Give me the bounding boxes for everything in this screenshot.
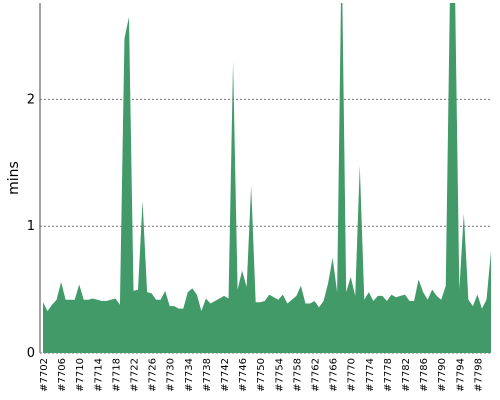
x-tick-label: #7750 [256, 358, 267, 392]
x-tick-label: #7790 [437, 358, 448, 392]
x-tick-label: #7778 [383, 358, 394, 392]
x-tick-label: #7762 [311, 358, 322, 392]
x-tick-label: #7770 [347, 358, 358, 392]
area [43, 3, 491, 353]
y-tick-label: 2 [27, 92, 35, 107]
x-tick-label: #7798 [473, 358, 484, 392]
x-tick-label: #7742 [220, 358, 231, 392]
x-tick-label: #7754 [274, 358, 285, 392]
y-tick-label: 0 [27, 346, 35, 361]
x-tick-label: #7714 [93, 358, 104, 392]
x-tick-label: #7706 [57, 358, 68, 392]
x-tick-label: #7722 [130, 358, 141, 392]
x-tick-label: #7702 [39, 358, 50, 392]
y-tick-label: 1 [27, 219, 35, 234]
x-tick-label: #7730 [166, 358, 177, 392]
x-tick-label: #7782 [401, 358, 412, 392]
x-tick-label: #7726 [148, 358, 159, 392]
x-tick-label: #7746 [238, 358, 249, 392]
x-tick-label: #7734 [184, 358, 195, 392]
x-tick-label: #7786 [419, 358, 430, 392]
x-tick-label: #7794 [455, 358, 466, 392]
x-tick-label: #7710 [75, 358, 86, 392]
x-tick-label: #7738 [202, 358, 213, 392]
y-axis-label: mins [6, 161, 22, 195]
x-tick-label: #7774 [365, 358, 376, 392]
x-tick-label: #7766 [329, 358, 340, 392]
x-tick-label: #7718 [111, 358, 122, 392]
x-tick-label: #7758 [292, 358, 303, 392]
